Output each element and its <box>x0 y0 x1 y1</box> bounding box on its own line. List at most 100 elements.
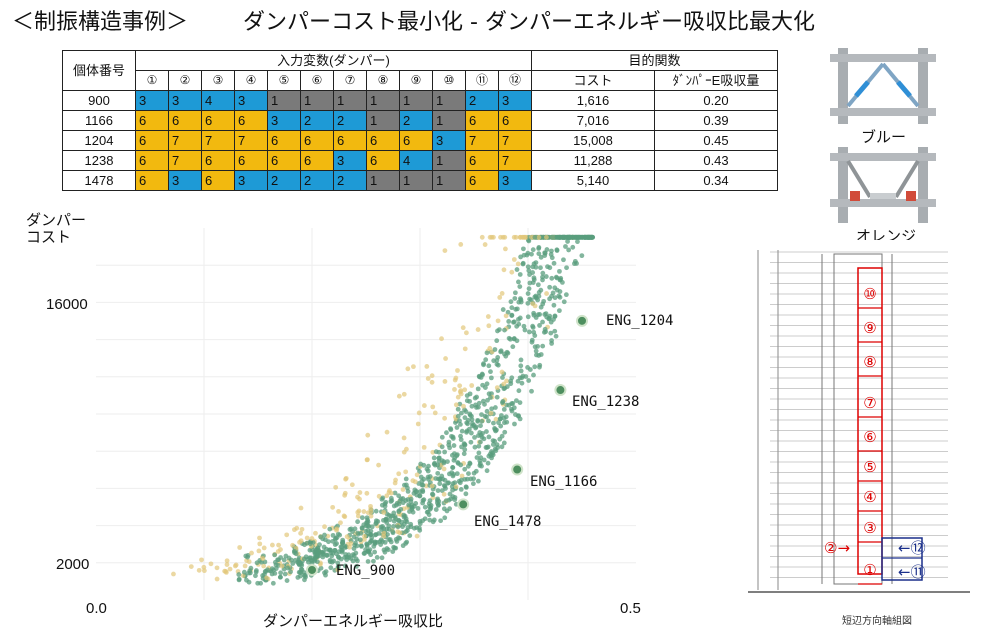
scatter-point <box>362 533 367 539</box>
scatter-point <box>556 308 562 314</box>
scatter-point <box>343 476 348 482</box>
scatter-point <box>499 369 505 375</box>
scatter-point <box>486 418 491 424</box>
scatter-point <box>424 364 430 369</box>
scatter-point <box>453 402 459 408</box>
scatter-point <box>342 563 348 569</box>
scatter-point <box>405 488 411 494</box>
scatter-point <box>549 338 554 343</box>
scatter-point <box>483 357 489 363</box>
blue-damper-frame-diagram <box>830 48 936 124</box>
scatter-point <box>476 443 482 449</box>
scatter-point <box>502 420 507 426</box>
scatter-point <box>486 434 492 440</box>
param-cell: 6 <box>234 150 268 171</box>
scatter-point <box>470 481 476 487</box>
scatter-point <box>381 526 387 531</box>
scatter-point <box>411 364 416 370</box>
scatter-point <box>470 423 475 429</box>
scatter-point <box>487 234 493 240</box>
scatter-point <box>285 565 291 571</box>
scatter-point <box>504 378 509 384</box>
scatter-point <box>540 270 546 276</box>
scatter-point <box>536 234 542 240</box>
scatter-point <box>542 253 548 258</box>
scatter-point <box>442 415 448 421</box>
scatter-point <box>340 540 345 546</box>
scatter-point <box>494 357 500 363</box>
scatter-point <box>430 404 436 410</box>
scatter-point <box>475 478 481 484</box>
param-cell: 3 <box>432 130 466 151</box>
scatter-point <box>403 476 409 482</box>
scatter-point <box>488 395 493 400</box>
scatter-point <box>381 533 387 539</box>
scatter-point <box>272 552 278 558</box>
param-header-11: ⑪ <box>465 70 499 91</box>
label-eng-1166: ENG_1166 <box>530 474 598 490</box>
scatter-point <box>464 393 470 398</box>
input-header: 入力変数(ダンパー) <box>135 50 532 71</box>
scatter-point <box>501 406 507 412</box>
scatter-point <box>312 558 318 564</box>
scatter-point <box>462 442 468 447</box>
scatter-point <box>257 541 263 547</box>
param-cell: 1 <box>333 90 367 111</box>
scatter-point <box>439 434 445 440</box>
scatter-point <box>416 525 422 531</box>
scatter-point <box>442 248 448 254</box>
scatter-point <box>548 330 554 336</box>
scatter-point <box>538 304 544 310</box>
scatter-point <box>536 293 542 299</box>
scatter-point <box>429 483 435 489</box>
scatter-point <box>335 531 341 537</box>
scatter-point <box>485 314 491 319</box>
scatter-point <box>517 416 523 422</box>
scatter-point <box>402 482 407 488</box>
scatter-point <box>557 289 563 294</box>
scatter-point <box>427 498 433 503</box>
scatter-point <box>330 532 336 538</box>
scatter-point <box>429 373 435 379</box>
x-tick-05: 0.5 <box>620 600 641 617</box>
scatter-point <box>401 449 407 455</box>
scatter-point <box>526 268 532 274</box>
scatter-point <box>335 560 341 566</box>
param-cell: 6 <box>366 130 400 151</box>
highlighted-point <box>306 563 318 576</box>
scatter-point <box>441 466 447 472</box>
scatter-point <box>452 387 457 392</box>
scatter-point <box>485 444 491 450</box>
param-cell: 2 <box>333 170 367 191</box>
scatter-point <box>253 569 259 575</box>
scatter-point <box>451 457 457 463</box>
scatter-point <box>550 234 556 240</box>
arrow-label-2: ②→ <box>824 539 850 557</box>
scatter-point <box>333 484 339 490</box>
scatter-point <box>552 313 558 319</box>
scatter-point <box>547 284 553 290</box>
scatter-point <box>395 524 401 530</box>
scatter-point <box>379 555 385 561</box>
scatter-point <box>453 375 459 381</box>
scatter-point <box>446 480 452 486</box>
scatter-point <box>397 530 403 536</box>
param-header-3: ③ <box>201 70 235 91</box>
scatter-point <box>365 559 371 564</box>
scatter-point <box>508 299 514 305</box>
highlighted-point <box>576 314 588 327</box>
individual-id: 900 <box>62 90 136 111</box>
scatter-point <box>427 503 432 509</box>
scatter-point <box>452 497 458 503</box>
damper-zone-label: ③ <box>863 519 876 537</box>
scatter-point <box>551 260 557 266</box>
scatter-point <box>417 493 423 499</box>
scatter-point <box>498 234 503 240</box>
scatter-point <box>464 429 469 435</box>
scatter-point <box>364 457 370 463</box>
scatter-point <box>471 476 476 482</box>
scatter-point <box>373 518 379 524</box>
title-main: ＜制振構造事例＞ <box>12 10 189 35</box>
scatter-point <box>208 561 214 567</box>
scatter-point <box>500 400 505 406</box>
